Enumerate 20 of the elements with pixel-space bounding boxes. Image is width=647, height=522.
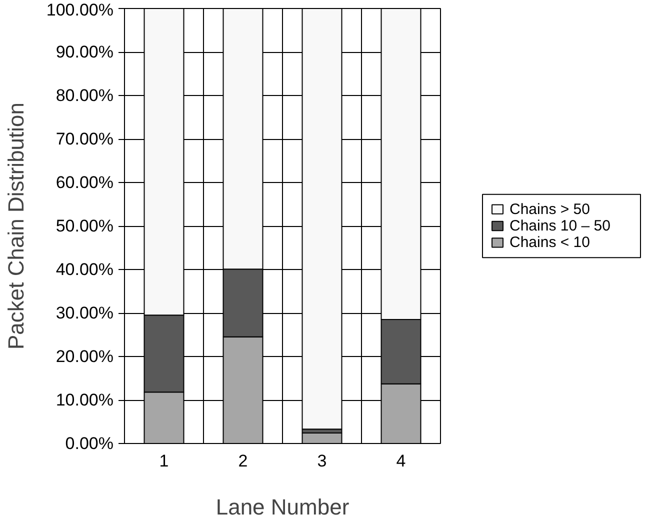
legend-label: Chains 10 – 50 xyxy=(510,218,610,234)
y-tick-label: 100.00% xyxy=(46,0,114,20)
y-tick-label: 40.00% xyxy=(56,260,114,279)
legend-label: Chains < 10 xyxy=(510,234,590,252)
legend-label: Chains > 50 xyxy=(510,200,590,218)
y-tick-label: 0.00% xyxy=(65,434,114,453)
y-tick-label: 90.00% xyxy=(56,42,114,62)
y-axis-title: Packet Chain Distribution xyxy=(3,102,28,350)
x-tick-label: 2 xyxy=(238,452,248,470)
x-axis-title: Lane Number xyxy=(216,494,350,520)
y-tick-label: 30.00% xyxy=(56,304,114,322)
x-tick-label: 3 xyxy=(317,452,327,470)
y-tick-label: 80.00% xyxy=(56,86,114,105)
x-tick-label: 1 xyxy=(159,452,169,470)
y-tick-label: 50.00% xyxy=(56,216,114,236)
y-tick-label: 60.00% xyxy=(56,173,114,192)
y-tick-label: 70.00% xyxy=(56,130,114,148)
x-tick-label: 4 xyxy=(396,452,406,470)
y-tick-label: 20.00% xyxy=(56,347,114,366)
y-tick-label: 10.00% xyxy=(56,390,114,410)
